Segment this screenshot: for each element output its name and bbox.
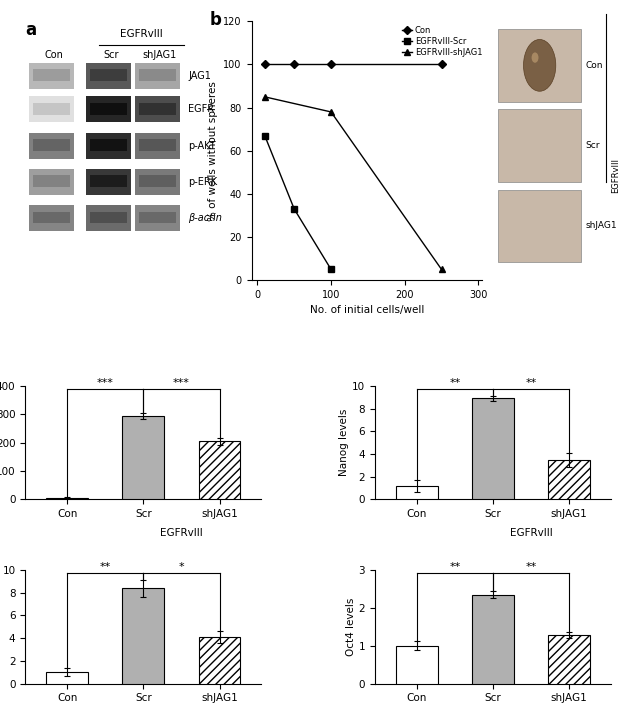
Bar xyxy=(33,103,70,115)
Bar xyxy=(33,69,70,81)
Bar xyxy=(33,175,70,187)
Bar xyxy=(198,441,241,500)
Bar xyxy=(86,132,131,159)
Bar xyxy=(86,205,131,231)
Bar xyxy=(498,189,581,262)
Text: **: ** xyxy=(100,562,111,572)
Text: EGFRvIII: EGFRvIII xyxy=(120,29,163,39)
Text: **: ** xyxy=(449,562,461,572)
Bar xyxy=(135,63,180,89)
Bar xyxy=(33,211,70,224)
Line: EGFRvIII-Scr: EGFRvIII-Scr xyxy=(261,132,334,273)
Text: EGFRvIII: EGFRvIII xyxy=(611,158,620,193)
Bar xyxy=(198,637,241,684)
Bar xyxy=(498,110,581,182)
Line: EGFRvIII-shJAG1: EGFRvIII-shJAG1 xyxy=(261,94,445,273)
Bar xyxy=(122,588,164,684)
Bar xyxy=(29,63,74,89)
EGFRvIII-Scr xyxy=(327,265,335,273)
Con xyxy=(290,61,298,69)
Bar xyxy=(139,69,176,81)
Bar xyxy=(139,139,176,151)
X-axis label: No. of initial cells/well: No. of initial cells/well xyxy=(309,305,424,315)
Bar xyxy=(135,132,180,159)
Con xyxy=(261,61,268,69)
Bar xyxy=(91,103,127,115)
Con xyxy=(438,61,445,69)
Bar xyxy=(135,205,180,231)
Bar xyxy=(86,96,131,122)
Bar xyxy=(29,169,74,195)
Text: ***: *** xyxy=(173,377,190,387)
Bar xyxy=(135,169,180,195)
Bar xyxy=(548,635,590,684)
Text: a: a xyxy=(25,21,37,39)
Con xyxy=(327,61,335,69)
Bar xyxy=(472,595,514,684)
Bar xyxy=(472,399,514,500)
Text: b: b xyxy=(210,11,222,29)
Bar xyxy=(122,416,164,500)
EGFRvIII-Scr xyxy=(290,205,298,214)
Bar xyxy=(135,96,180,122)
EGFRvIII-Scr xyxy=(261,132,268,140)
Text: EGFRvIII: EGFRvIII xyxy=(510,528,553,538)
Bar xyxy=(46,498,88,500)
Bar xyxy=(91,69,127,81)
Text: Scr: Scr xyxy=(586,141,600,150)
Ellipse shape xyxy=(532,53,539,63)
Text: shJAG1: shJAG1 xyxy=(586,221,617,230)
Legend: Con, EGFRvIII-Scr, EGFRvIII-shJAG1: Con, EGFRvIII-Scr, EGFRvIII-shJAG1 xyxy=(401,26,483,57)
Bar xyxy=(139,175,176,187)
Y-axis label: Nanog levels: Nanog levels xyxy=(339,409,349,476)
Bar xyxy=(139,103,176,115)
Bar xyxy=(29,96,74,122)
Bar xyxy=(91,175,127,187)
EGFRvIII-shJAG1 xyxy=(327,108,335,116)
Text: JAG1: JAG1 xyxy=(188,70,211,80)
Text: *: * xyxy=(179,562,184,572)
Bar xyxy=(29,205,74,231)
Bar xyxy=(46,672,88,684)
Text: EGFR: EGFR xyxy=(188,105,214,115)
Bar xyxy=(86,169,131,195)
Bar xyxy=(86,63,131,89)
Text: p-ERK: p-ERK xyxy=(188,177,217,187)
Text: shJAG1: shJAG1 xyxy=(142,50,177,60)
Bar xyxy=(548,460,590,500)
Bar xyxy=(91,139,127,151)
Bar xyxy=(396,646,438,684)
Text: Scr: Scr xyxy=(103,50,118,60)
Bar xyxy=(91,211,127,224)
EGFRvIII-shJAG1 xyxy=(438,265,445,273)
EGFRvIII-shJAG1 xyxy=(261,93,268,101)
Y-axis label: % of wells without spheres: % of wells without spheres xyxy=(208,81,218,221)
Text: ***: *** xyxy=(97,377,113,387)
Text: β-actin: β-actin xyxy=(188,213,222,223)
Text: **: ** xyxy=(449,377,461,387)
Text: p-AKT: p-AKT xyxy=(188,140,216,150)
Y-axis label: Oct4 levels: Oct4 levels xyxy=(346,597,356,656)
Text: Con: Con xyxy=(44,50,63,60)
Text: **: ** xyxy=(525,562,537,572)
Text: **: ** xyxy=(525,377,537,387)
Bar xyxy=(29,132,74,159)
Text: EGFRvIII: EGFRvIII xyxy=(160,528,203,538)
Text: Con: Con xyxy=(586,61,604,70)
Bar xyxy=(498,29,581,102)
Line: Con: Con xyxy=(261,61,445,68)
Ellipse shape xyxy=(524,39,556,91)
Bar xyxy=(33,139,70,151)
Bar xyxy=(139,211,176,224)
Bar xyxy=(396,486,438,500)
